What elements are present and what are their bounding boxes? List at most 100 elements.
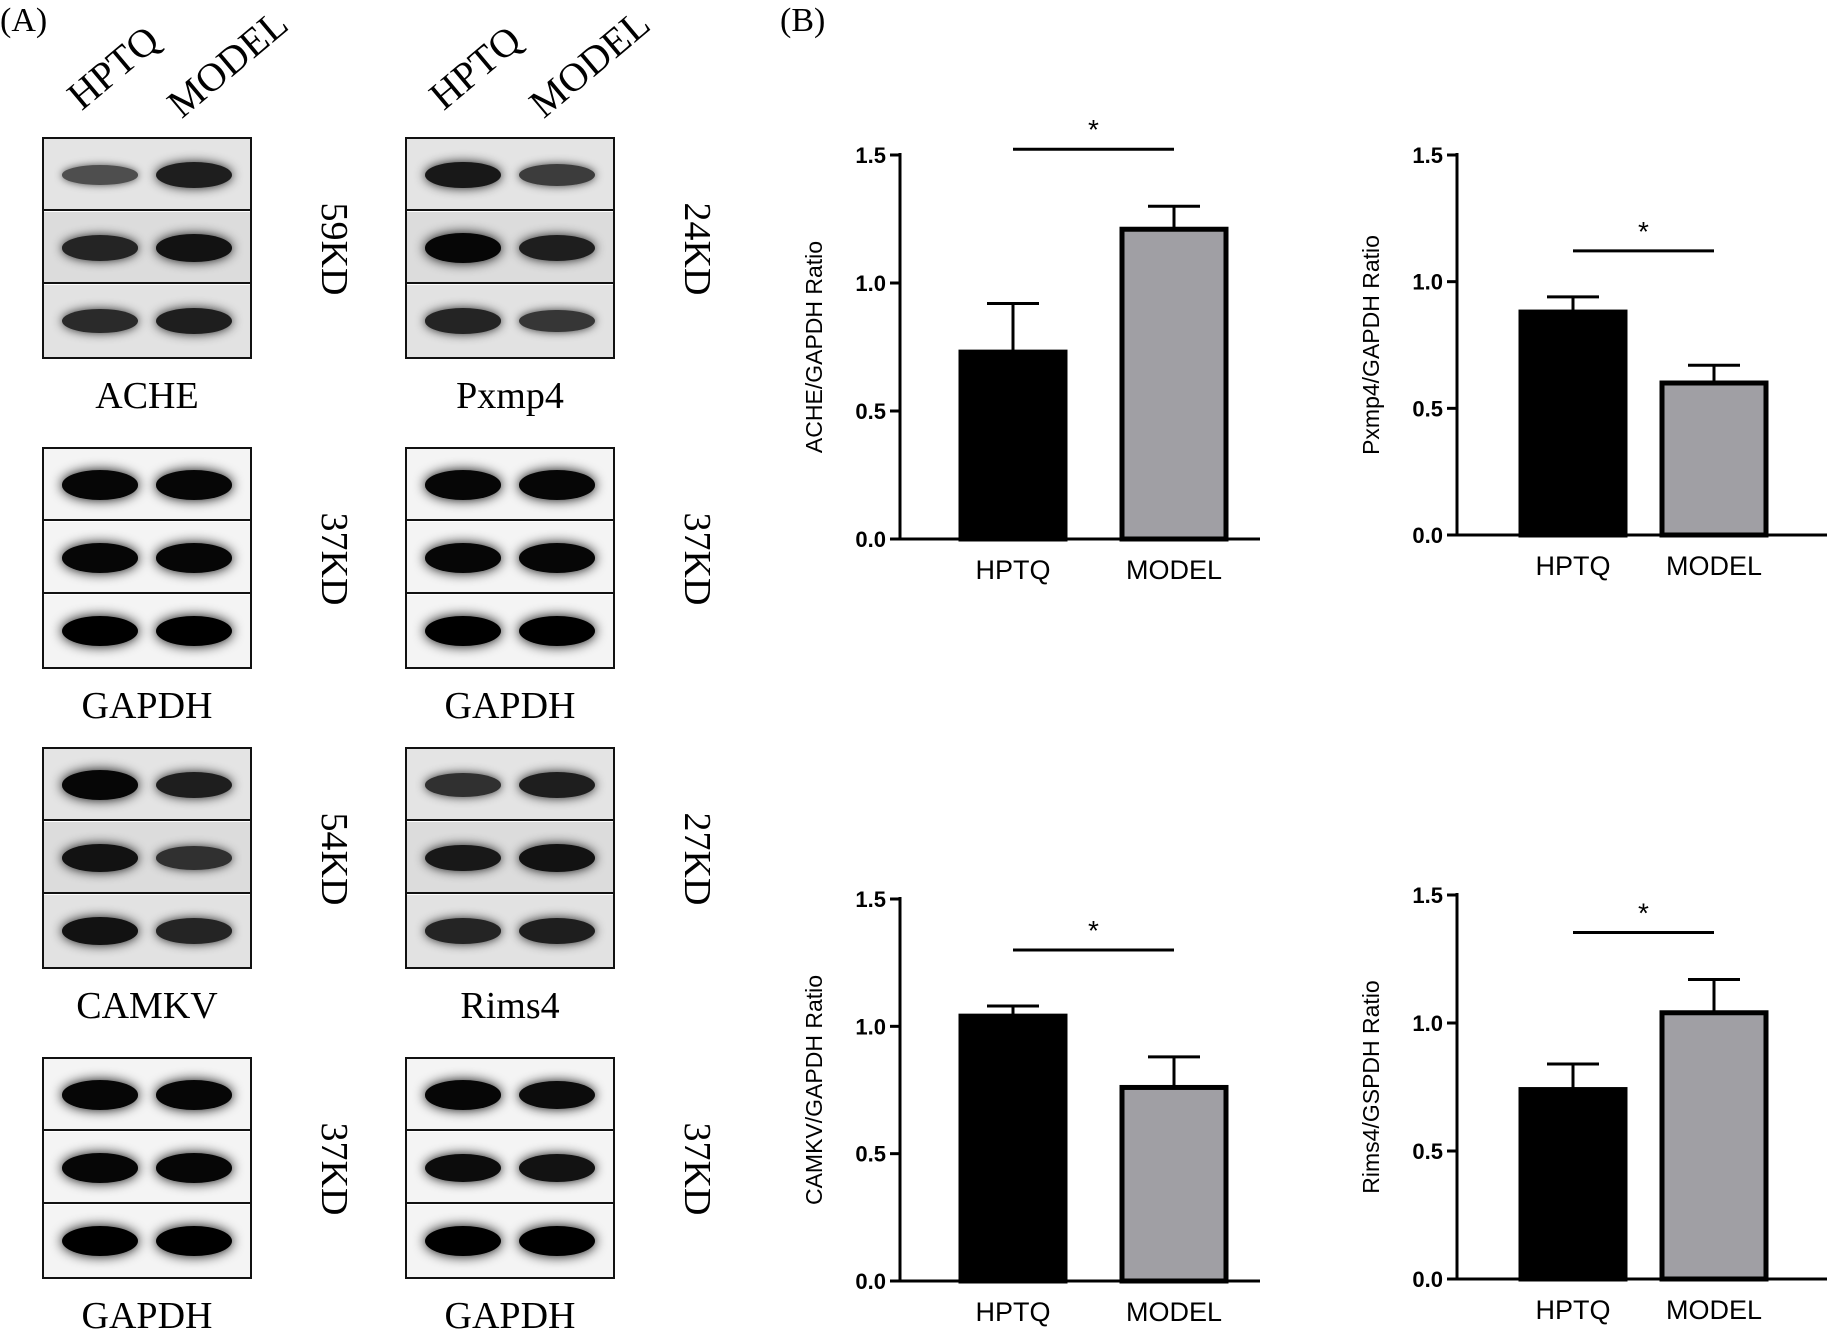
blot-protein-label: GAPDH (444, 685, 576, 727)
blot-protein-label: Pxmp4 (456, 375, 564, 417)
blot-gapdh-2 (42, 447, 252, 669)
band-model (519, 772, 595, 798)
bar-chart-pxmp4: Pxmp4/GAPDH Ratio 0.0 0.5 1.0 1.5 HPTQ MODEL * (1358, 143, 1827, 581)
blot-lane (44, 895, 250, 967)
lane-header-hptq-left: HPTQ (58, 16, 168, 119)
y-tick-label: 0.0 (855, 1269, 886, 1294)
significance-marker: * (1088, 114, 1099, 145)
molecular-weight-label: 37KD (313, 512, 355, 606)
blot-protein-label: CAMKV (76, 985, 218, 1027)
blot-protein-label: Rims4 (460, 985, 560, 1027)
x-tick-label: HPTQ (1535, 551, 1610, 581)
bar-chart-camkv: CAMKV/GAPDH Ratio 0.0 0.5 1.0 1.5 HPTQ MODEL * (801, 887, 1260, 1327)
blot-lane (44, 285, 250, 357)
band-model (156, 918, 232, 944)
molecular-weight-label: 37KD (676, 1122, 718, 1216)
y-axis-label: Rims4/GSPDH Ratio (1358, 980, 1384, 1193)
bar-model (1659, 380, 1769, 538)
y-tick-label: 1.0 (1412, 1011, 1443, 1036)
band-hptq (62, 616, 138, 646)
blot-ache-0 (42, 137, 252, 359)
bar-hptq (1518, 1087, 1628, 1282)
blot-lane (44, 1059, 250, 1131)
band-hptq (425, 543, 501, 573)
band-hptq (425, 1153, 501, 1183)
band-hptq (425, 470, 501, 500)
blot-lane (44, 595, 250, 667)
blot-protein-label: ACHE (95, 375, 199, 417)
blot-gapdh-3 (405, 447, 615, 669)
band-model (156, 308, 232, 334)
band-model (156, 470, 232, 500)
x-tick-label: MODEL (1126, 555, 1222, 585)
band-model (156, 846, 232, 870)
blot-protein-label: GAPDH (81, 685, 213, 727)
significance-marker: * (1638, 216, 1649, 247)
molecular-weight-label: 27KD (676, 812, 718, 906)
panel-label-b: (B) (780, 2, 826, 39)
y-axis-label: ACHE/GAPDH Ratio (801, 241, 827, 453)
y-tick-label: 1.5 (855, 887, 886, 912)
band-model (519, 1080, 595, 1110)
band-hptq (425, 773, 501, 797)
band-model (519, 1154, 595, 1182)
bar-model (1659, 1010, 1769, 1282)
band-model (156, 543, 232, 573)
band-model (156, 772, 232, 798)
bar-chart-rims4: Rims4/GSPDH Ratio 0.0 0.5 1.0 1.5 HPTQ MODEL * (1358, 883, 1827, 1325)
x-tick-label: MODEL (1666, 551, 1762, 581)
band-hptq (62, 1153, 138, 1183)
x-tick-label: HPTQ (975, 1297, 1050, 1327)
molecular-weight-label: 54KD (313, 812, 355, 906)
y-tick-label: 0.5 (1412, 1139, 1443, 1164)
blot-gapdh-6 (42, 1057, 252, 1279)
band-model (156, 1080, 232, 1110)
band-model (156, 234, 232, 262)
blot-lane (44, 1132, 250, 1204)
panel-label-a: (A) (0, 2, 48, 39)
x-tick-label: MODEL (1666, 1295, 1762, 1325)
band-hptq (425, 161, 501, 189)
band-hptq (62, 917, 138, 945)
band-model (156, 616, 232, 646)
band-model (519, 309, 595, 333)
blot-protein-label: GAPDH (81, 1295, 213, 1337)
x-tick-label: HPTQ (975, 555, 1050, 585)
band-model (519, 918, 595, 944)
y-tick-label: 1.0 (855, 1014, 886, 1039)
band-hptq (425, 1080, 501, 1110)
band-hptq (62, 165, 138, 185)
band-hptq (425, 233, 501, 263)
molecular-weight-label: 37KD (313, 1122, 355, 1216)
band-hptq (62, 470, 138, 500)
blot-lane (407, 212, 613, 284)
band-model (519, 1226, 595, 1256)
blot-camkv-4 (42, 747, 252, 969)
lane-header-model-right: MODEL (520, 0, 659, 127)
x-tick-label: HPTQ (1535, 1295, 1610, 1325)
y-tick-label: 1.5 (1412, 883, 1443, 908)
blot-lane (44, 822, 250, 894)
y-tick-label: 0.5 (855, 399, 886, 424)
band-model (519, 616, 595, 646)
molecular-weight-label: 37KD (676, 512, 718, 606)
blot-lane (407, 522, 613, 594)
blot-lane (407, 595, 613, 667)
band-hptq (425, 844, 501, 872)
band-hptq (425, 918, 501, 944)
blot-lane (407, 449, 613, 521)
band-hptq (425, 1226, 501, 1256)
band-hptq (62, 235, 138, 261)
y-tick-label: 1.5 (1412, 143, 1443, 168)
blot-lane (44, 212, 250, 284)
band-model (156, 1153, 232, 1183)
y-tick-label: 1.0 (1412, 270, 1443, 295)
y-tick-label: 1.0 (855, 271, 886, 296)
blot-gapdh-7 (405, 1057, 615, 1279)
blot-lane (407, 139, 613, 211)
blot-lane (44, 749, 250, 821)
band-model (156, 1226, 232, 1256)
band-hptq (62, 1080, 138, 1110)
blot-lane (44, 449, 250, 521)
significance-marker: * (1088, 915, 1099, 946)
